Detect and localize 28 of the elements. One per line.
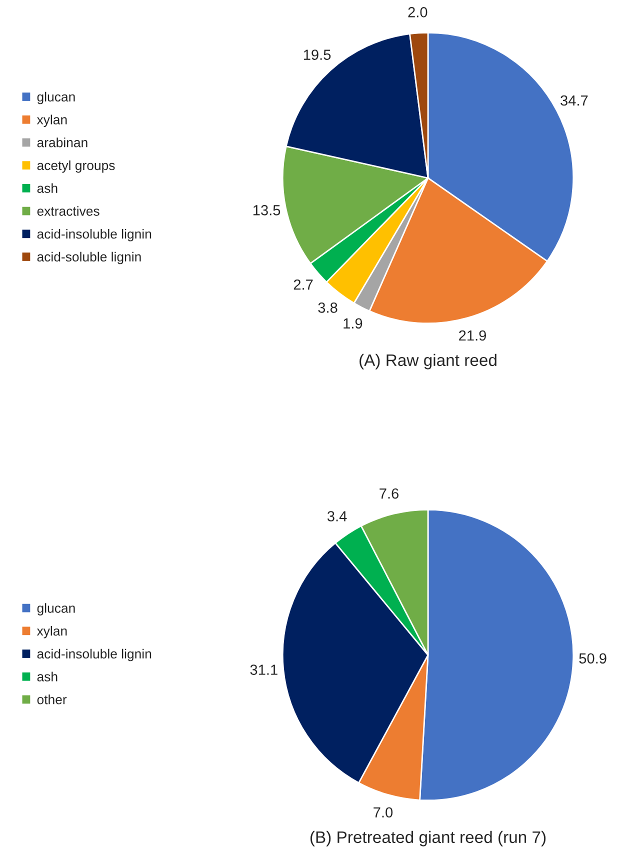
data-label: 1.9 (344, 318, 362, 329)
legend-label: extractives (37, 206, 100, 216)
data-label: 2.7 (294, 279, 313, 290)
legend-label: ash (37, 183, 58, 193)
legend-label: ash (37, 672, 58, 682)
legend-label: acetyl groups (37, 160, 115, 173)
legend-label: xylan (36, 114, 67, 128)
legend-label: acid-insoluble lignin (37, 228, 152, 242)
data-label: 3.4 (327, 511, 347, 522)
data-label: 2.0 (408, 7, 428, 18)
data-label: 50.9 (579, 653, 606, 664)
legend-label: glucan (37, 603, 75, 616)
legend-label: other (37, 694, 67, 704)
data-label: 7.6 (380, 488, 398, 499)
legend-label: acid-insoluble lignin (37, 648, 152, 662)
data-label: 31.1 (250, 664, 278, 675)
legend-label: arabinan (37, 138, 88, 148)
legend-label: acid-soluble lignin (37, 252, 141, 264)
legend-label: xylan (36, 626, 67, 638)
data-label: 7.0 (374, 807, 393, 818)
text: (B) Pretreated giant reed (run 7) (310, 830, 546, 846)
data-label: 34.7 (560, 95, 588, 106)
data-label: 21.9 (459, 330, 486, 341)
data-label: 19.5 (304, 50, 331, 60)
legend-label: glucan (37, 92, 75, 104)
text: (A) Raw giant reed (360, 354, 496, 370)
data-label: 13.5 (253, 205, 280, 216)
data-label: 3.8 (318, 302, 338, 313)
